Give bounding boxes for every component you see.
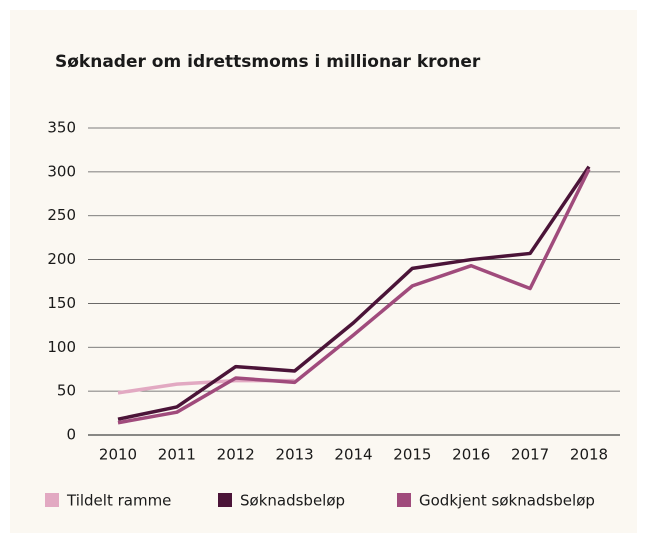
line [117, 165, 591, 421]
x-tick-label: 2010 [99, 446, 137, 464]
card [10, 10, 637, 533]
y-tick-label: 50 [57, 382, 76, 400]
legend-label: Godkjent søknadsbeløp [419, 492, 595, 510]
x-tick-label: 2011 [158, 446, 196, 464]
y-tick-label: 0 [66, 426, 76, 444]
x-tick-label: 2018 [570, 446, 608, 464]
chart-title: Søknader om idrettsmoms i millionar kron… [55, 52, 481, 72]
legend-swatch [45, 493, 59, 507]
y-tick-label: 300 [47, 162, 76, 180]
legend-label: Søknadsbeløp [240, 492, 345, 510]
y-tick-label: 200 [47, 250, 76, 268]
x-tick-label: 2017 [511, 446, 549, 464]
y-tick-label: 350 [47, 119, 76, 137]
y-tick-label: 150 [47, 294, 76, 312]
x-tick-label: 2016 [452, 446, 490, 464]
x-tick-label: 2015 [393, 446, 431, 464]
x-tick-label: 2012 [217, 446, 255, 464]
x-tick-label: 2014 [334, 446, 372, 464]
legend-label: Tildelt ramme [66, 492, 171, 510]
y-tick-label: 100 [47, 338, 76, 356]
legend-swatch [397, 493, 411, 507]
line [117, 168, 591, 425]
y-tick-label: 250 [47, 206, 76, 224]
x-tick-label: 2013 [276, 446, 314, 464]
legend-swatch [218, 493, 232, 507]
